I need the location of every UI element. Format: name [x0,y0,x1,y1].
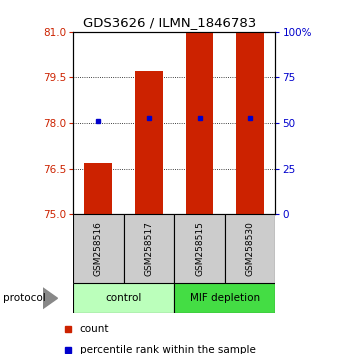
Text: MIF depletion: MIF depletion [190,293,260,303]
Text: GSM258517: GSM258517 [144,221,153,276]
Text: GDS3626 / ILMN_1846783: GDS3626 / ILMN_1846783 [83,16,257,29]
Bar [73,283,174,313]
Bar [186,32,214,214]
Text: control: control [105,293,142,303]
Bar [84,162,112,214]
Text: GSM258515: GSM258515 [195,221,204,276]
Text: GSM258516: GSM258516 [94,221,103,276]
Text: percentile rank within the sample: percentile rank within the sample [80,345,256,354]
Text: count: count [80,324,109,334]
Text: GSM258530: GSM258530 [245,221,255,276]
Bar [174,214,225,283]
Bar [73,214,124,283]
Polygon shape [42,288,57,309]
Bar [174,283,275,313]
Bar [225,214,275,283]
Bar [135,72,163,214]
Bar [124,214,174,283]
Bar [236,32,264,214]
Text: protocol: protocol [3,293,46,303]
